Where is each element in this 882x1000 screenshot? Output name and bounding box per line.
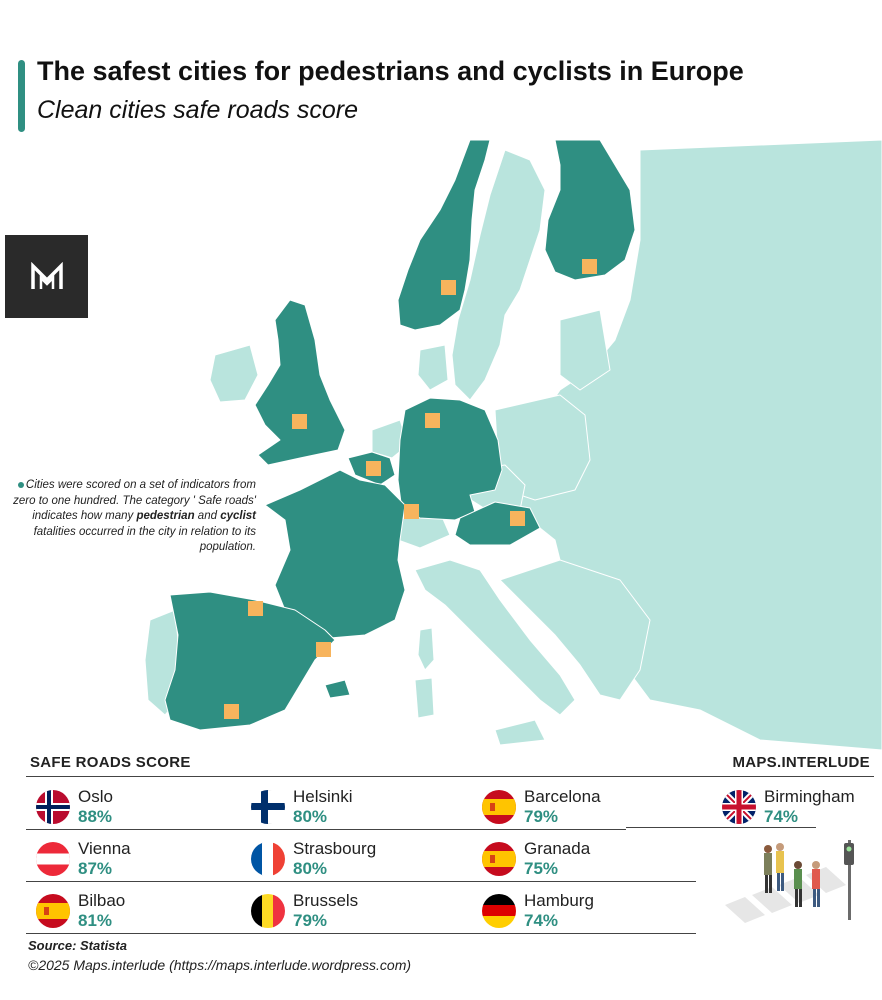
brand-name: MAPS.INTERLUDE xyxy=(732,754,870,771)
balkans-land xyxy=(499,559,651,701)
legend-entry-vienna: Vienna 87% xyxy=(36,839,236,888)
legend-entry-barcelona: Barcelona 79% xyxy=(482,787,682,836)
marker-granada xyxy=(224,704,239,719)
row-divider-3 xyxy=(26,933,696,934)
source-credit: Source: Statista xyxy=(28,938,127,953)
title-accent-bar xyxy=(18,60,25,132)
legend-entry-helsinki: Helsinki 80% xyxy=(251,787,451,836)
spain-country xyxy=(164,591,336,731)
legend-divider xyxy=(26,776,874,777)
marker-vienna xyxy=(510,511,525,526)
note-text-1: Cities were scored on a set of indicator… xyxy=(13,479,256,522)
methodology-note: Cities were scored on a set of indicator… xyxy=(8,478,256,556)
city-score: 87% xyxy=(78,859,113,878)
city-score: 88% xyxy=(78,807,113,826)
city-name: Strasbourg xyxy=(293,839,377,858)
germany-country xyxy=(397,397,503,521)
germany-flag-icon xyxy=(482,894,516,928)
legend-entry-strasbourg: Strasbourg 80% xyxy=(251,839,451,888)
marker-strasbourg xyxy=(404,504,419,519)
city-score: 80% xyxy=(293,859,328,878)
austria-flag-icon xyxy=(36,842,70,876)
note-text-3: fatalities occurred in the city in relat… xyxy=(33,525,256,554)
note-bold-pedestrian: pedestrian xyxy=(136,510,195,522)
city-name: Granada xyxy=(524,839,591,858)
note-text-2: and xyxy=(194,510,221,522)
spain-flag-icon xyxy=(482,790,516,824)
brand-logo xyxy=(5,235,88,318)
marker-birmingham xyxy=(292,414,307,429)
city-score: 79% xyxy=(293,911,328,930)
ireland-land xyxy=(209,344,259,403)
uk-flag-icon xyxy=(722,790,756,824)
city-score: 80% xyxy=(293,807,328,826)
norway-flag-icon xyxy=(36,790,70,824)
sweden-land xyxy=(451,149,546,401)
spain-flag-icon xyxy=(482,842,516,876)
spain-flag-icon xyxy=(36,894,70,928)
marker-hamburg xyxy=(425,413,440,428)
balearic-islands xyxy=(324,679,351,699)
corsica-sardinia-land xyxy=(414,627,435,719)
city-score: 81% xyxy=(78,911,113,930)
page-title: The safest cities for pedestrians and cy… xyxy=(37,56,744,86)
belgium-flag-icon xyxy=(251,894,285,928)
marker-bilbao xyxy=(248,601,263,616)
baltics-land xyxy=(559,309,611,391)
marker-oslo xyxy=(441,280,456,295)
city-score: 75% xyxy=(524,859,559,878)
europe-map xyxy=(144,140,882,750)
france-flag-icon xyxy=(251,842,285,876)
city-name: Vienna xyxy=(78,839,131,858)
marker-brussels xyxy=(366,461,381,476)
row-divider-1 xyxy=(26,829,626,830)
finland-flag-icon xyxy=(251,790,285,824)
city-name: Oslo xyxy=(78,787,113,806)
city-score: 79% xyxy=(524,807,559,826)
page-subtitle: Clean cities safe roads score xyxy=(37,96,358,124)
city-name: Brussels xyxy=(293,891,359,910)
finland-country xyxy=(544,140,636,281)
city-name: Birmingham xyxy=(764,787,855,806)
marker-helsinki xyxy=(582,259,597,274)
pedestrian-crossing-icon xyxy=(725,840,854,923)
legend-entry-granada: Granada 75% xyxy=(482,839,682,888)
legend-entry-oslo: Oslo 88% xyxy=(36,787,236,836)
note-bold-cyclist: cyclist xyxy=(220,510,256,522)
legend-entry-bilbao: Bilbao 81% xyxy=(36,891,236,940)
legend-entry-birmingham: Birmingham 74% xyxy=(722,787,882,836)
row-divider-1b xyxy=(626,827,816,828)
marker-barcelona xyxy=(316,642,331,657)
city-name: Bilbao xyxy=(78,891,126,910)
legend-heading: SAFE ROADS SCORE xyxy=(30,754,191,771)
legend-entry-hamburg: Hamburg 74% xyxy=(482,891,682,940)
sicily-land xyxy=(494,719,546,746)
france-country xyxy=(264,469,406,639)
city-name: Hamburg xyxy=(524,891,594,910)
denmark-land xyxy=(417,344,449,391)
city-name: Helsinki xyxy=(293,787,353,806)
city-name: Barcelona xyxy=(524,787,601,806)
city-score: 74% xyxy=(764,807,799,826)
copyright-line: ©2025 Maps.interlude (https://maps.inter… xyxy=(28,957,412,973)
uk-country xyxy=(254,299,346,466)
row-divider-2 xyxy=(26,881,696,882)
bullet-icon xyxy=(17,481,24,488)
norway-country xyxy=(397,140,491,331)
legend-entry-brussels: Brussels 79% xyxy=(251,891,451,940)
logo-m-icon xyxy=(30,261,63,289)
city-score: 74% xyxy=(524,911,559,930)
italy-land xyxy=(414,559,576,716)
